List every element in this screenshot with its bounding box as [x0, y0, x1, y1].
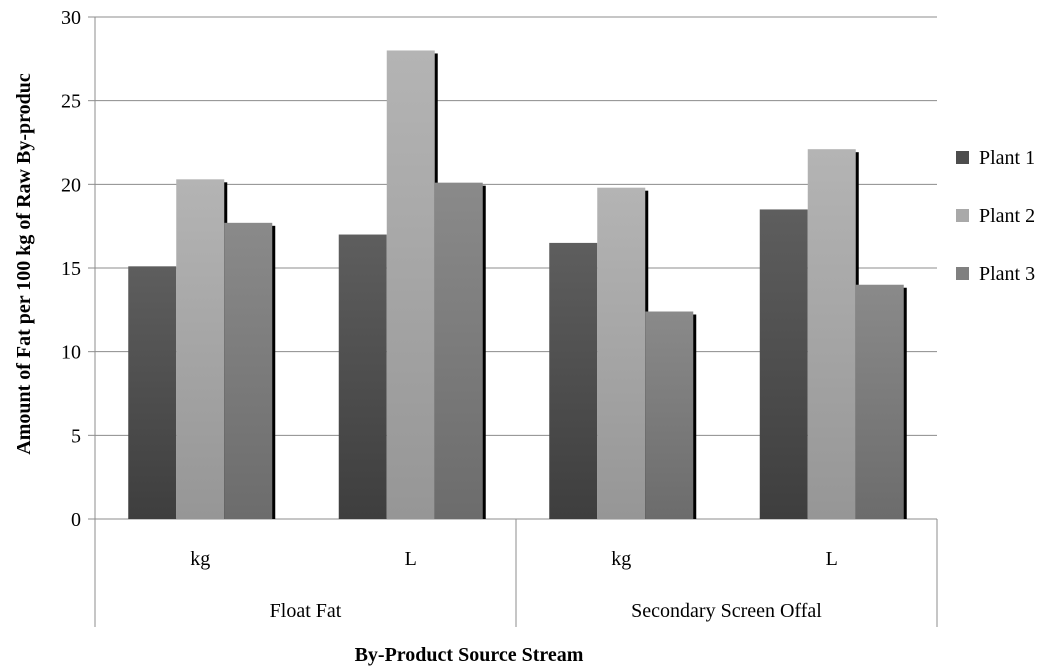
x-group-label: Float Fat [270, 600, 342, 622]
legend-label: Plant 2 [979, 205, 1035, 227]
y-tick-label: 25 [61, 91, 81, 113]
bar-plant-3 [645, 311, 694, 519]
legend-swatch [956, 151, 969, 164]
y-tick-labels: 0 5 10 15 20 25 30 [61, 7, 81, 531]
bar-plant-2 [597, 187, 646, 519]
bar-plant-3 [434, 182, 483, 519]
bar-plant-2 [176, 179, 225, 519]
y-tick-label: 5 [71, 425, 81, 447]
legend-swatch [956, 209, 969, 222]
y-tick-label: 10 [61, 342, 81, 364]
legend: Plant 1 Plant 2 Plant 3 [956, 147, 1035, 285]
y-tick-label: 0 [71, 509, 81, 531]
x-group-label: Secondary Screen Offal [631, 600, 822, 622]
bar-plant-1 [128, 266, 177, 519]
x-category-label: kg [611, 548, 631, 570]
legend-label: Plant 3 [979, 263, 1035, 285]
x-category-label: kg [190, 548, 210, 570]
x-category-label: L [826, 548, 838, 570]
x-category-label: L [405, 548, 417, 570]
bar-plant-3 [855, 284, 904, 519]
bar-plant-3 [224, 222, 273, 519]
legend-swatch [956, 267, 969, 280]
x-axis-title: By-Product Source Stream [355, 644, 584, 666]
bar-plant-1 [549, 242, 598, 519]
bar-plant-2 [807, 149, 856, 519]
bar-plant-1 [759, 209, 808, 519]
bars [128, 50, 907, 520]
y-axis-title: Amount of Fat per 100 kg of Raw By-produ… [13, 73, 35, 455]
bar-plant-2 [386, 50, 435, 519]
bar-plant-1 [338, 234, 387, 520]
y-tick-label: 15 [61, 258, 81, 280]
y-tick-label: 30 [61, 7, 81, 29]
y-tick-label: 20 [61, 174, 81, 196]
legend-label: Plant 1 [979, 147, 1035, 169]
